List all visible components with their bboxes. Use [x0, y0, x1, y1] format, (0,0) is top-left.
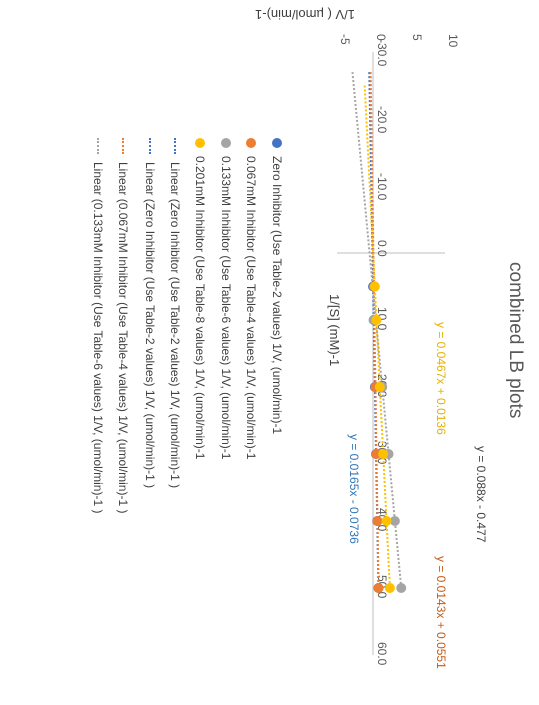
y-tick-label: 0 [374, 34, 388, 41]
legend-line-icon [149, 138, 152, 154]
data-point [371, 315, 382, 325]
data-point [372, 516, 383, 526]
legend-entry: Zero Inhibitor (Use Table-2 values) 1/V,… [270, 138, 285, 434]
trend-equation-blue: y = 0.0165x - 0.0736 [347, 434, 361, 544]
data-point [384, 583, 395, 593]
data-point [396, 583, 407, 593]
legend-entry: Linear (0.067mM Inhibitor (Use Table-4 v… [116, 138, 131, 513]
legend-label: Linear (0.067mM Inhibitor (Use Table-4 v… [116, 162, 131, 514]
data-point [369, 281, 380, 292]
trend-equation-gray: y = 0.088x - 0.477 [474, 446, 488, 543]
x-tick-label: 10.0 [375, 307, 389, 331]
y-axis-title: 1/V ( µmol/min)-1 [255, 7, 355, 22]
legend-label: Linear (0.133mM Inhibitor (Use Table-6 v… [91, 162, 106, 514]
legend-marker-icon [195, 138, 206, 148]
legend-marker-icon [221, 138, 232, 148]
legend-entry: 0.201mM Inhibitor (Use Table-8 values) 1… [193, 138, 208, 459]
x-axis-title: 1/[S] (mM)-1 [327, 294, 342, 367]
chart-title: combined LB plots [505, 262, 526, 419]
legend-label: 0.133mM Inhibitor (Use Table-6 values) 1… [219, 156, 234, 460]
data-point [378, 449, 389, 459]
y-tick-label: 5 [410, 34, 424, 41]
legend-label: Linear (Zero Inhibitor (Use Table-2 valu… [168, 162, 183, 489]
x-tick-label: 60.0 [375, 642, 389, 666]
y-tick-label: 10 [446, 34, 460, 48]
x-tick-label: -20.0 [375, 106, 389, 134]
legend-entry: Linear (0.133mM Inhibitor (Use Table-6 v… [91, 138, 106, 513]
legend-marker-icon [246, 138, 257, 148]
legend-line-icon [174, 138, 177, 154]
legend-entry: Linear (Zero Inhibitor (Use Table-2 valu… [168, 138, 183, 488]
legend-label: Linear (Zero Inhibitor (Use Table-2 valu… [143, 162, 158, 489]
legend-line-icon [97, 138, 100, 154]
trendline [369, 72, 380, 589]
trend-equation-orange: y = 0.0143x + 0.0551 [434, 556, 448, 669]
data-point [389, 516, 400, 526]
data-point [374, 382, 385, 392]
legend-entry: 0.067mM Inhibitor (Use Table-4 values) 1… [244, 138, 259, 459]
trend-equation-yellow: y = 0.0467x + 0.0136 [434, 322, 448, 435]
y-tick-label: -5 [338, 34, 352, 45]
data-point [381, 516, 392, 526]
legend-entry: 0.133mM Inhibitor (Use Table-6 values) 1… [219, 138, 234, 459]
legend-marker-icon [272, 138, 283, 148]
legend-label: Zero Inhibitor (Use Table-2 values) 1/V,… [270, 156, 285, 435]
x-tick-label: 0.0 [375, 240, 389, 257]
x-tick-label: -10.0 [375, 173, 389, 201]
legend-label: 0.067mM Inhibitor (Use Table-4 values) 1… [244, 156, 259, 460]
legend-label: 0.201mM Inhibitor (Use Table-8 values) 1… [193, 156, 208, 460]
x-tick-label: -30.0 [375, 39, 389, 67]
legend-line-icon [122, 138, 125, 154]
legend-entry: Linear (Zero Inhibitor (Use Table-2 valu… [143, 138, 158, 488]
data-point [373, 583, 384, 593]
